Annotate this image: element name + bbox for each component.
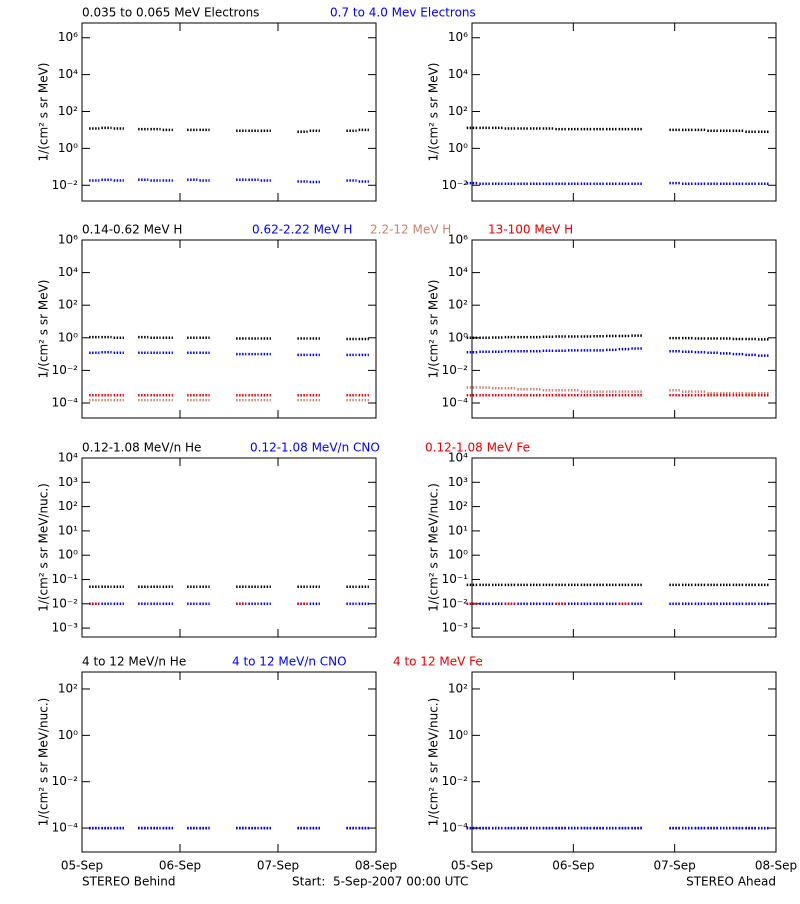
series-name: 0.7 to 4.0 Mev Electrons <box>330 6 476 20</box>
x-tick-label: 05-Sep <box>61 859 103 873</box>
y-axis-label: 1/(cm² s sr MeV/nuc.) <box>37 698 51 827</box>
y-tick-label: 10³ <box>448 475 468 489</box>
y-tick-label: 10⁻¹ <box>442 572 469 586</box>
y-tick-label: 10⁰ <box>58 728 78 742</box>
plot-frame <box>471 22 777 202</box>
y-tick-label: 10² <box>448 681 468 695</box>
series-name: 0.12-1.08 MeV/n CNO <box>250 441 380 455</box>
y-tick-label: 10⁻³ <box>52 621 79 635</box>
y-tick-label: 10² <box>448 298 468 312</box>
y-tick-label: 10⁻² <box>52 596 79 610</box>
y-tick-label: 10⁴ <box>58 451 78 465</box>
y-tick-label: 10⁻³ <box>442 621 469 635</box>
y-tick-label: 10⁰ <box>58 141 78 155</box>
y-tick-label: 10⁻² <box>52 363 79 377</box>
y-tick-label: 10⁰ <box>448 141 468 155</box>
x-tick-label: 07-Sep <box>654 859 696 873</box>
y-tick-label: 10⁰ <box>58 330 78 344</box>
y-tick-label: 10⁻² <box>52 774 79 788</box>
y-tick-label: 10⁻⁴ <box>52 821 79 835</box>
x-tick-label: 08-Sep <box>355 859 397 873</box>
plot-frame <box>81 22 377 202</box>
plot-frame <box>81 671 377 853</box>
series-name: 4 to 12 MeV/n He <box>82 655 186 669</box>
y-tick-label: 10² <box>58 681 78 695</box>
y-tick-label: 10⁰ <box>448 330 468 344</box>
y-tick-label: 10⁰ <box>58 548 78 562</box>
plot-frame <box>471 671 777 853</box>
plot-frame <box>471 239 777 419</box>
series-name: 2.2-12 MeV H <box>370 223 451 237</box>
y-tick-label: 10⁻¹ <box>52 572 79 586</box>
y-tick-label: 10⁶ <box>58 233 78 247</box>
series-name: 0.12-1.08 MeV/n He <box>82 441 201 455</box>
plot-frame <box>471 457 777 638</box>
y-axis-label: 1/(cm² s sr MeV/nuc.) <box>427 698 441 827</box>
series-name: 0.62-2.22 MeV H <box>252 223 352 237</box>
y-tick-label: 10⁻² <box>442 363 469 377</box>
y-tick-label: 10³ <box>58 475 78 489</box>
y-axis-label: 1/(cm² s sr MeV) <box>37 63 51 162</box>
y-axis-label: 1/(cm² s sr MeV/nuc.) <box>427 483 441 612</box>
y-tick-label: 10² <box>58 499 78 513</box>
y-tick-label: 10⁶ <box>448 233 468 247</box>
plot-frame <box>81 457 377 638</box>
y-tick-label: 10⁰ <box>448 728 468 742</box>
series-name: 0.14-0.62 MeV H <box>82 223 182 237</box>
x-tick-label: 06-Sep <box>159 859 201 873</box>
x-tick-label: 05-Sep <box>451 859 493 873</box>
y-tick-label: 10⁻² <box>442 596 469 610</box>
x-tick-label: 06-Sep <box>552 859 594 873</box>
footer-center: Start: 5-Sep-2007 00:00 UTC <box>292 875 468 889</box>
y-axis-label: 1/(cm² s sr MeV/nuc.) <box>37 483 51 612</box>
y-tick-label: 10⁻² <box>442 178 469 192</box>
x-tick-label: 07-Sep <box>257 859 299 873</box>
footer-right: STEREO Ahead <box>686 875 776 889</box>
y-tick-label: 10⁻⁴ <box>52 395 79 409</box>
y-axis-label: 1/(cm² s sr MeV) <box>37 280 51 379</box>
y-tick-label: 10² <box>448 104 468 118</box>
y-tick-label: 10² <box>58 104 78 118</box>
footer-left: STEREO Behind <box>82 875 176 889</box>
y-tick-label: 10¹ <box>58 523 78 537</box>
y-tick-label: 10⁻² <box>52 178 79 192</box>
y-tick-label: 10⁴ <box>58 265 78 279</box>
y-tick-label: 10² <box>58 298 78 312</box>
y-tick-label: 10⁻⁴ <box>442 821 469 835</box>
y-tick-label: 10⁻⁴ <box>442 395 469 409</box>
y-tick-label: 10⁶ <box>448 30 468 44</box>
series-name: 0.12-1.08 MeV Fe <box>425 441 530 455</box>
y-axis-label: 1/(cm² s sr MeV) <box>427 280 441 379</box>
series-name: 4 to 12 MeV/n CNO <box>232 655 347 669</box>
y-tick-label: 10⁴ <box>448 265 468 279</box>
y-tick-label: 10⁶ <box>58 30 78 44</box>
y-tick-label: 10⁴ <box>448 451 468 465</box>
x-tick-label: 08-Sep <box>755 859 797 873</box>
series-name: 13-100 MeV H <box>488 223 573 237</box>
y-axis-label: 1/(cm² s sr MeV) <box>427 63 441 162</box>
y-tick-label: 10⁻² <box>442 774 469 788</box>
series-name: 4 to 12 MeV Fe <box>393 655 483 669</box>
y-tick-label: 10¹ <box>448 523 468 537</box>
y-tick-label: 10⁴ <box>58 67 78 81</box>
series-name: 0.035 to 0.065 MeV Electrons <box>82 6 259 20</box>
y-tick-label: 10⁰ <box>448 548 468 562</box>
y-tick-label: 10² <box>448 499 468 513</box>
y-tick-label: 10⁴ <box>448 67 468 81</box>
plot-frame <box>81 239 377 419</box>
